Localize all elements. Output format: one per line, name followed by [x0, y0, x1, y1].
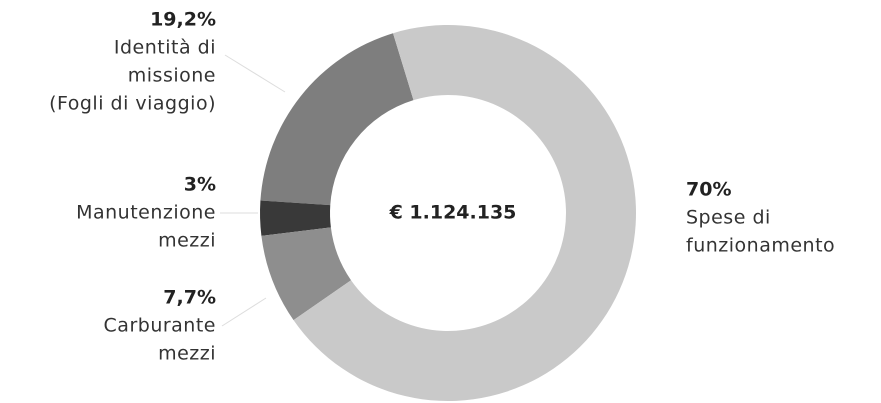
value-label: 3% [184, 174, 216, 196]
value-label: 7,7% [163, 287, 216, 309]
category-label: (Fogli di viaggio) [49, 93, 216, 115]
center-label: € 1.124.135 [389, 202, 517, 224]
donut-segment [261, 227, 352, 321]
category-label: Carburante [104, 315, 216, 337]
category-label: Spese di [686, 207, 771, 229]
value-label: 19,2% [150, 9, 216, 31]
category-label: funzionamento [686, 235, 835, 257]
donut-segment [260, 33, 414, 206]
donut-segment [260, 200, 331, 236]
category-label: mezzi [158, 343, 216, 365]
category-label: mezzi [158, 230, 216, 252]
category-label: Identità di [114, 37, 216, 59]
leader-line [221, 297, 267, 327]
category-label: missione [128, 65, 216, 87]
value-label: 70% [686, 179, 731, 201]
category-label: Manutenzione [76, 202, 216, 224]
leader-line [224, 54, 286, 93]
donut-segment [293, 24, 636, 401]
